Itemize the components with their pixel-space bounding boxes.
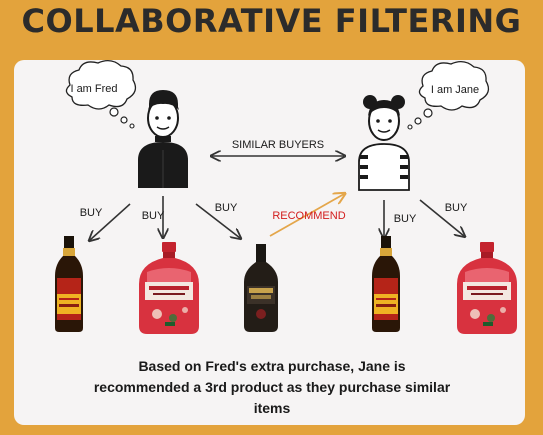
similar-buyers-label: SIMILAR BUYERS (232, 139, 324, 151)
jane-liqueur-bottle-icon (372, 236, 400, 332)
liqueur-bottle-icon (55, 236, 83, 332)
recommend-arrow (269, 194, 344, 237)
similar-buyers-link: SIMILAR BUYERS (212, 139, 344, 156)
jane-red-gin-bottle-icon (457, 242, 517, 334)
fred-thought-text: I am Fred (70, 83, 117, 95)
jane-buy-label-1: BUY (394, 213, 417, 225)
fred-person-icon (138, 90, 188, 188)
dark-bottle-icon (244, 244, 278, 332)
jane-thought-text: I am Jane (431, 84, 479, 96)
jane-buy-arrow-2 (419, 199, 464, 236)
fred-buy-arrow-1 (90, 203, 131, 240)
red-gin-bottle-icon (139, 242, 199, 334)
jane-thought-bubble: I am Jane (407, 60, 490, 130)
fred-buy-label-2: BUY (142, 210, 165, 222)
jane-person-icon (358, 95, 410, 191)
fred-buy-arrow-3 (195, 203, 240, 238)
recommend-label: RECOMMEND (272, 210, 345, 222)
caption-text: Based on Fred's extra purchase, Jane is … (93, 358, 451, 416)
fred-buy-label-3: BUY (215, 202, 238, 214)
page-title: COLLABORATIVE FILTERING (21, 2, 522, 40)
fred-thought-bubble: I am Fred (65, 59, 137, 129)
jane-buy-label-2: BUY (445, 202, 468, 214)
fred-buy-label-1: BUY (80, 207, 103, 219)
